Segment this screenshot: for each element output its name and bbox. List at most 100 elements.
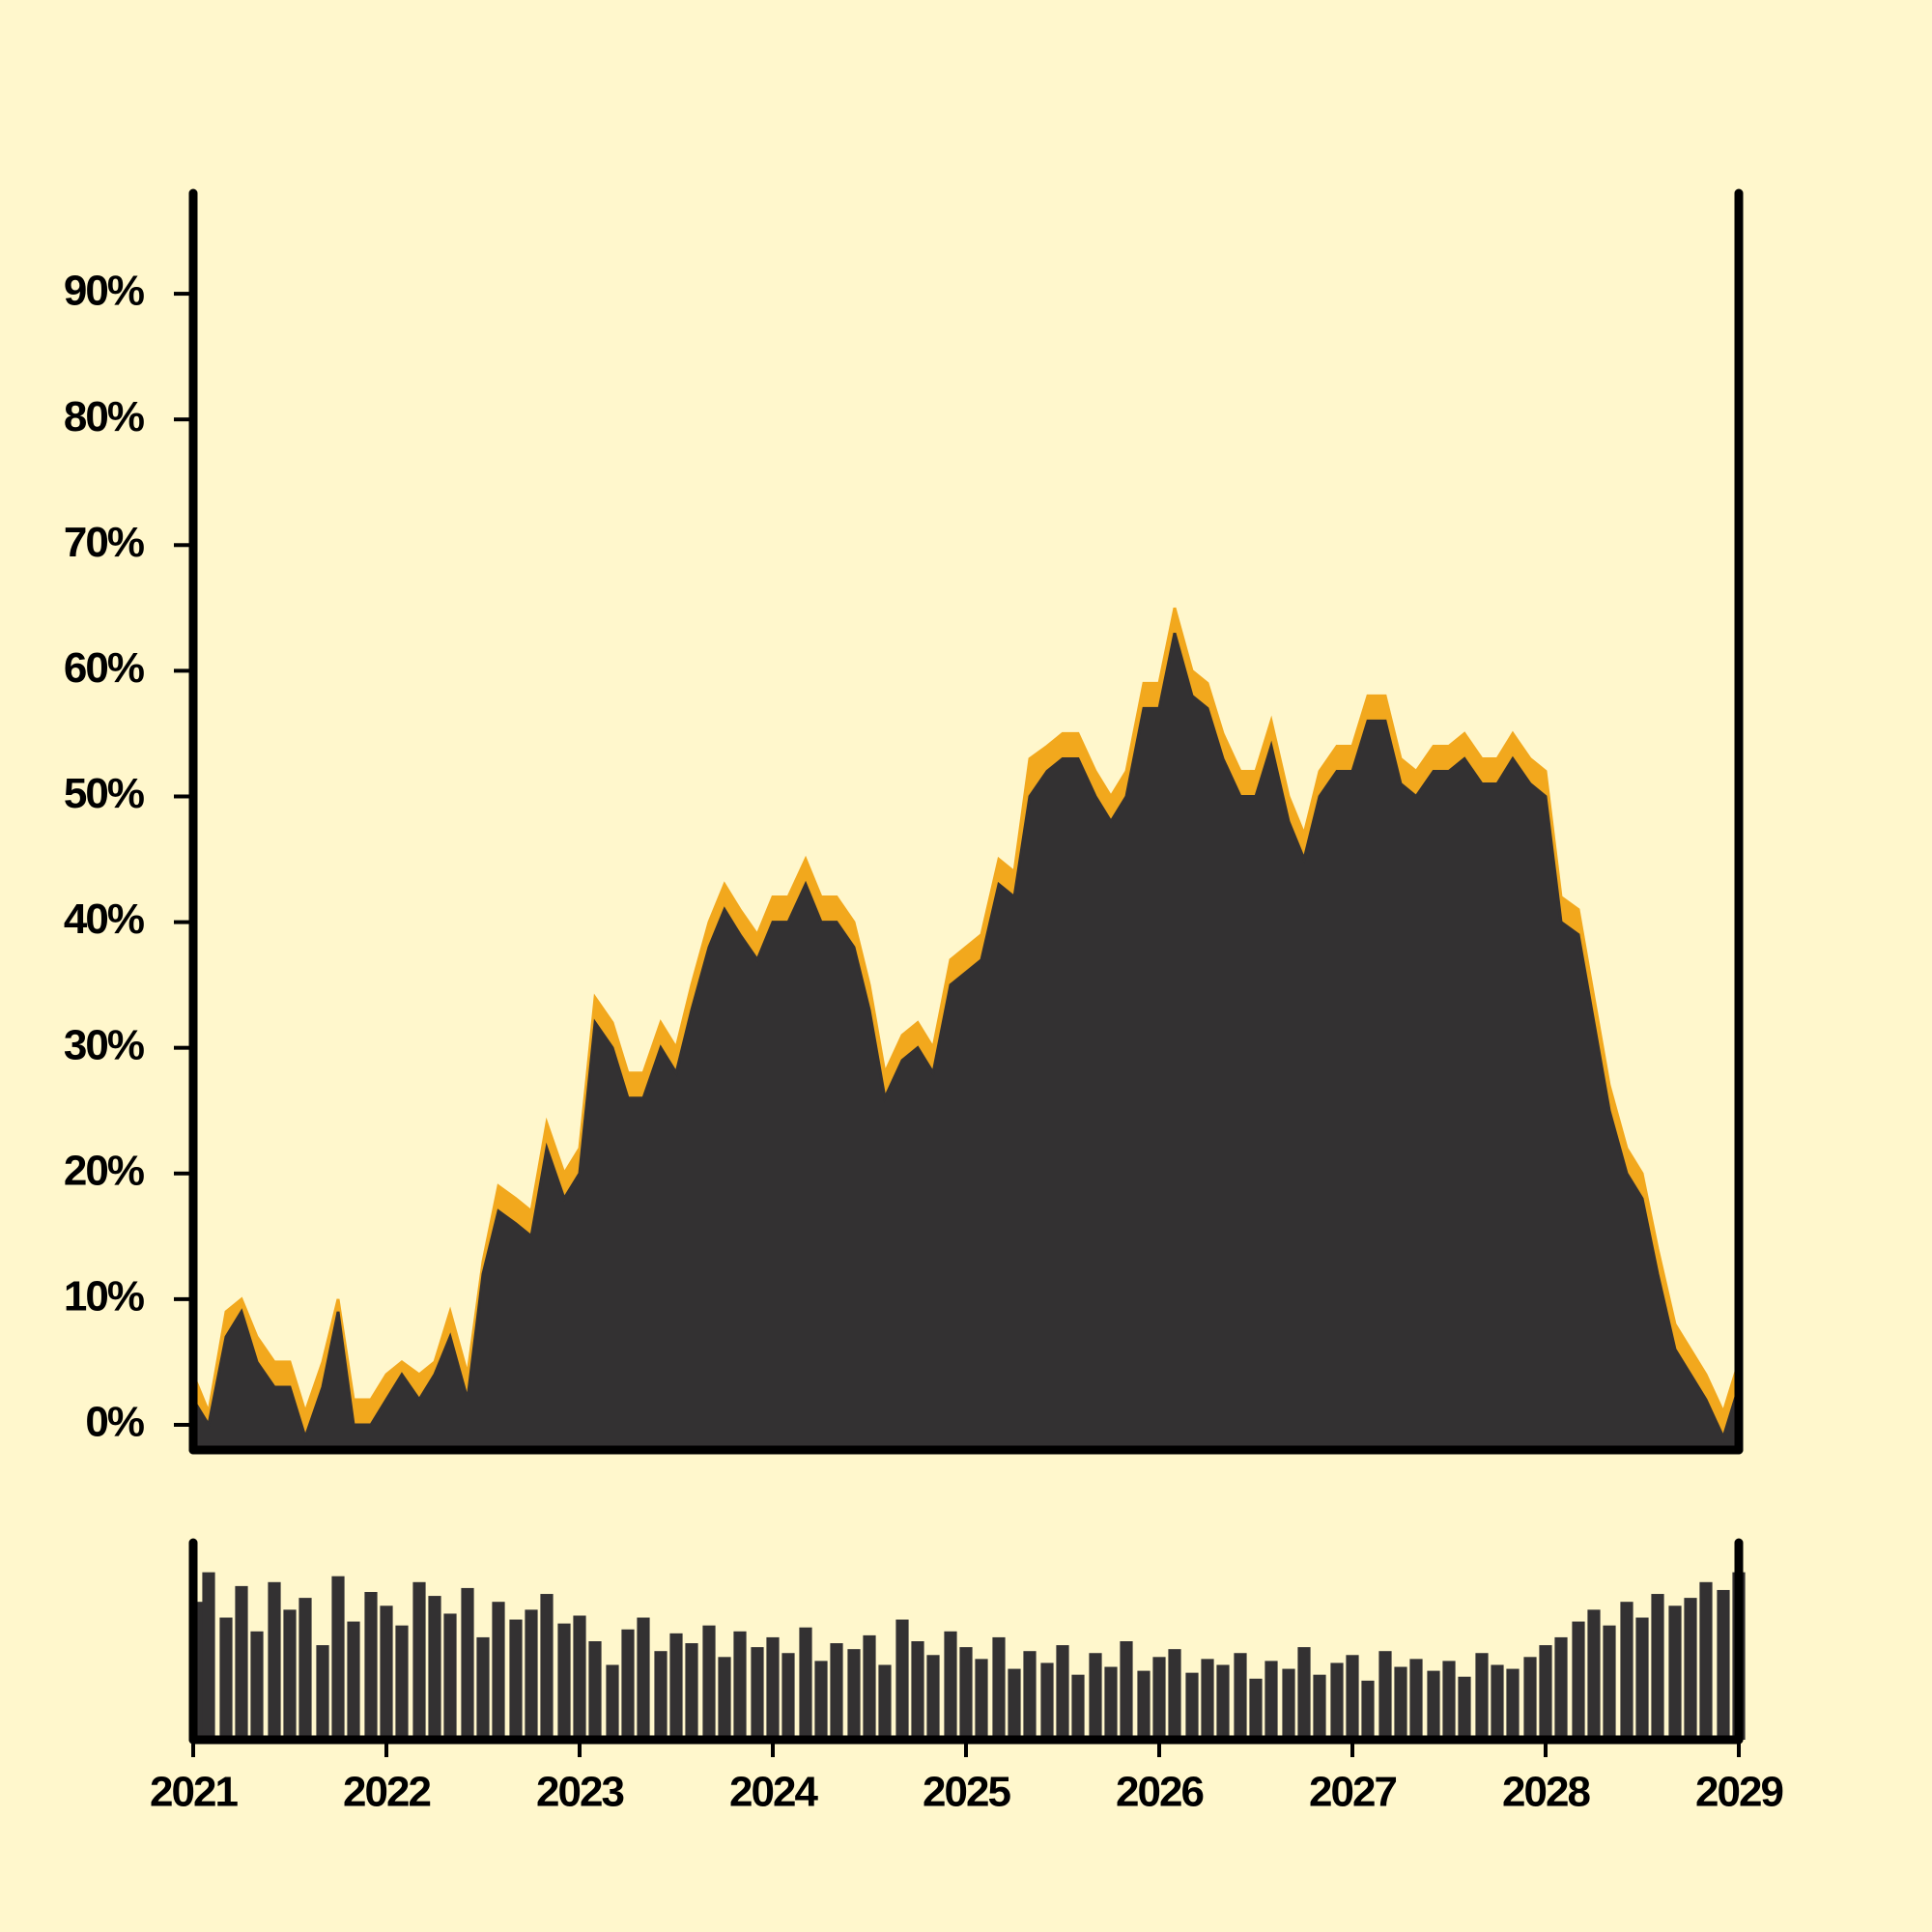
volume-bar	[1684, 1598, 1697, 1740]
volume-bar	[557, 1623, 571, 1740]
volume-bar	[799, 1627, 812, 1740]
volume-bar	[1152, 1657, 1166, 1740]
y-tick-label: 0%	[85, 1399, 143, 1446]
volume-bar	[380, 1605, 393, 1740]
volume-bar	[926, 1655, 940, 1740]
volume-bar	[1071, 1674, 1085, 1740]
volume-bar	[395, 1625, 409, 1740]
y-tick-label: 30%	[64, 1021, 144, 1068]
volume-bar	[1089, 1653, 1102, 1740]
y-tick-label: 60%	[64, 644, 144, 692]
volume-bar	[235, 1585, 248, 1740]
volume-bar	[1442, 1661, 1456, 1740]
y-tick-label: 90%	[64, 268, 144, 315]
volume-bar	[1539, 1645, 1552, 1740]
volume-bar	[1523, 1657, 1537, 1740]
volume-bar	[685, 1643, 698, 1740]
volume-bar	[298, 1598, 312, 1740]
volume-bar	[751, 1647, 764, 1740]
x-tick-label: 2022	[343, 1769, 430, 1816]
volume-bar	[364, 1592, 378, 1740]
volume-bar	[959, 1647, 973, 1740]
volume-bar	[1603, 1625, 1616, 1740]
volume-bar	[669, 1633, 683, 1740]
volume-bar	[1313, 1674, 1326, 1740]
volume-bar	[1120, 1641, 1133, 1740]
area-low	[191, 632, 1741, 1452]
volume-bar	[1378, 1651, 1392, 1740]
volume-bar	[509, 1619, 523, 1740]
volume-bar	[895, 1619, 909, 1740]
volume-bar	[1264, 1661, 1278, 1740]
y-tick-label: 10%	[64, 1273, 144, 1321]
y-tick-label: 20%	[64, 1147, 144, 1194]
volume-bar	[1249, 1678, 1263, 1740]
volume-bar	[1620, 1602, 1634, 1740]
volume-bar	[637, 1617, 650, 1740]
volume-bar	[412, 1581, 426, 1740]
volume-bar	[588, 1641, 602, 1740]
volume-bar	[1668, 1605, 1682, 1740]
volume-bar	[878, 1664, 892, 1740]
x-tick-label: 2029	[1695, 1769, 1782, 1816]
volume-bar	[766, 1636, 780, 1740]
volume-bar	[347, 1621, 360, 1740]
y-tick-label: 50%	[64, 770, 144, 817]
volume-bar	[1282, 1668, 1295, 1740]
volume-bar	[606, 1664, 619, 1740]
volume-bar	[1040, 1662, 1054, 1740]
volume-bar	[1201, 1659, 1214, 1740]
volume-bar	[1651, 1594, 1664, 1740]
volume-bar	[1717, 1589, 1730, 1740]
volume-bar	[992, 1636, 1006, 1740]
volume-bar	[1346, 1655, 1359, 1740]
volume-bar	[1185, 1672, 1199, 1740]
volume-bar	[1234, 1653, 1247, 1740]
volume-bar	[1635, 1617, 1649, 1740]
volume-bar	[1458, 1676, 1471, 1740]
volume-bar	[1023, 1651, 1037, 1740]
volume-bar	[1216, 1664, 1230, 1740]
volume-bar	[525, 1609, 538, 1740]
volume-bar	[202, 1572, 215, 1740]
volume-bar	[476, 1636, 490, 1740]
y-tick-label: 80%	[64, 393, 144, 440]
volume-bar	[1361, 1680, 1375, 1740]
volume-bar	[1491, 1664, 1504, 1740]
volume-bar	[911, 1641, 924, 1740]
volume-bar	[1104, 1666, 1118, 1740]
volume-bar	[1427, 1670, 1440, 1740]
y-tick-label: 40%	[64, 895, 144, 943]
volume-bar	[443, 1613, 457, 1740]
volume-bar	[1056, 1645, 1069, 1740]
volume-bar	[219, 1617, 233, 1740]
x-tick-label: 2027	[1309, 1769, 1396, 1816]
x-tick-label: 2023	[536, 1769, 623, 1816]
x-tick-label: 2026	[1116, 1769, 1203, 1816]
volume-bar	[733, 1631, 747, 1740]
volume-bar	[781, 1653, 795, 1740]
volume-bar	[540, 1594, 554, 1740]
x-tick-label: 2021	[150, 1769, 238, 1816]
x-tick-label: 2024	[729, 1769, 818, 1816]
y-tick-label: 70%	[64, 519, 144, 566]
volume-bar	[1168, 1649, 1181, 1740]
volume-bar	[428, 1596, 441, 1740]
volume-bar	[331, 1576, 345, 1740]
volume-bar	[1699, 1581, 1713, 1740]
volume-bar	[702, 1625, 716, 1740]
volume-bar	[830, 1643, 843, 1740]
volume-bar	[1297, 1647, 1311, 1740]
volume-bar	[654, 1651, 668, 1740]
volume-bar	[283, 1609, 297, 1740]
volume-bar	[863, 1634, 876, 1740]
volume-bar	[1587, 1609, 1601, 1740]
volume-bar	[1554, 1636, 1568, 1740]
x-tick-label: 2025	[923, 1769, 1010, 1816]
volume-bar	[975, 1659, 988, 1740]
volume-bar	[250, 1631, 264, 1740]
volume-bar	[1572, 1621, 1585, 1740]
volume-bar	[814, 1661, 828, 1740]
